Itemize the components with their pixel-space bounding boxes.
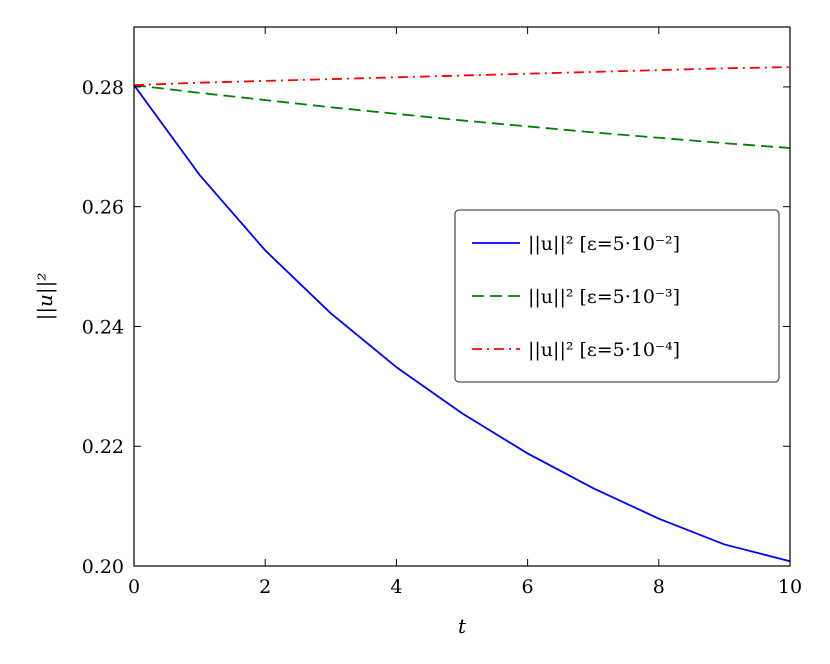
- x-tick-label: 2: [259, 576, 271, 598]
- y-tick-label: 0.28: [82, 77, 124, 99]
- x-tick-label: 8: [653, 576, 665, 598]
- legend-label-2: ||u||² [ε=5·10⁻³]: [528, 286, 680, 308]
- y-tick-label: 0.26: [82, 197, 124, 219]
- legend-label-1: ||u||² [ε=5·10⁻²]: [528, 233, 680, 255]
- series-line-1: [133, 84, 791, 563]
- legend-box: [454, 209, 780, 383]
- x-tick-label: 10: [778, 576, 802, 598]
- tick-layer: 0 2 4 6 8 10 0.20 0.22 0.24 0.26 0.28: [82, 27, 802, 598]
- series-line-3: [133, 66, 791, 86]
- series-layer: [133, 66, 791, 563]
- legend-label-3: ||u||² [ε=5·10⁻⁴]: [528, 339, 680, 361]
- y-tick-label: 0.24: [82, 316, 124, 338]
- plot-frame: [133, 26, 791, 567]
- y-axis-label: ||u||²: [33, 273, 58, 321]
- x-axis-label: t: [458, 614, 467, 638]
- y-tick-label: 0.22: [82, 436, 124, 458]
- series-line-2: [133, 84, 791, 149]
- y-tick-label: 0.20: [82, 556, 124, 578]
- x-tick-label: 0: [128, 576, 140, 598]
- x-tick-label: 6: [522, 576, 534, 598]
- x-tick-label: 4: [390, 576, 402, 598]
- legend: ||u||² [ε=5·10⁻²] ||u||² [ε=5·10⁻³] ||u||²…: [454, 209, 780, 383]
